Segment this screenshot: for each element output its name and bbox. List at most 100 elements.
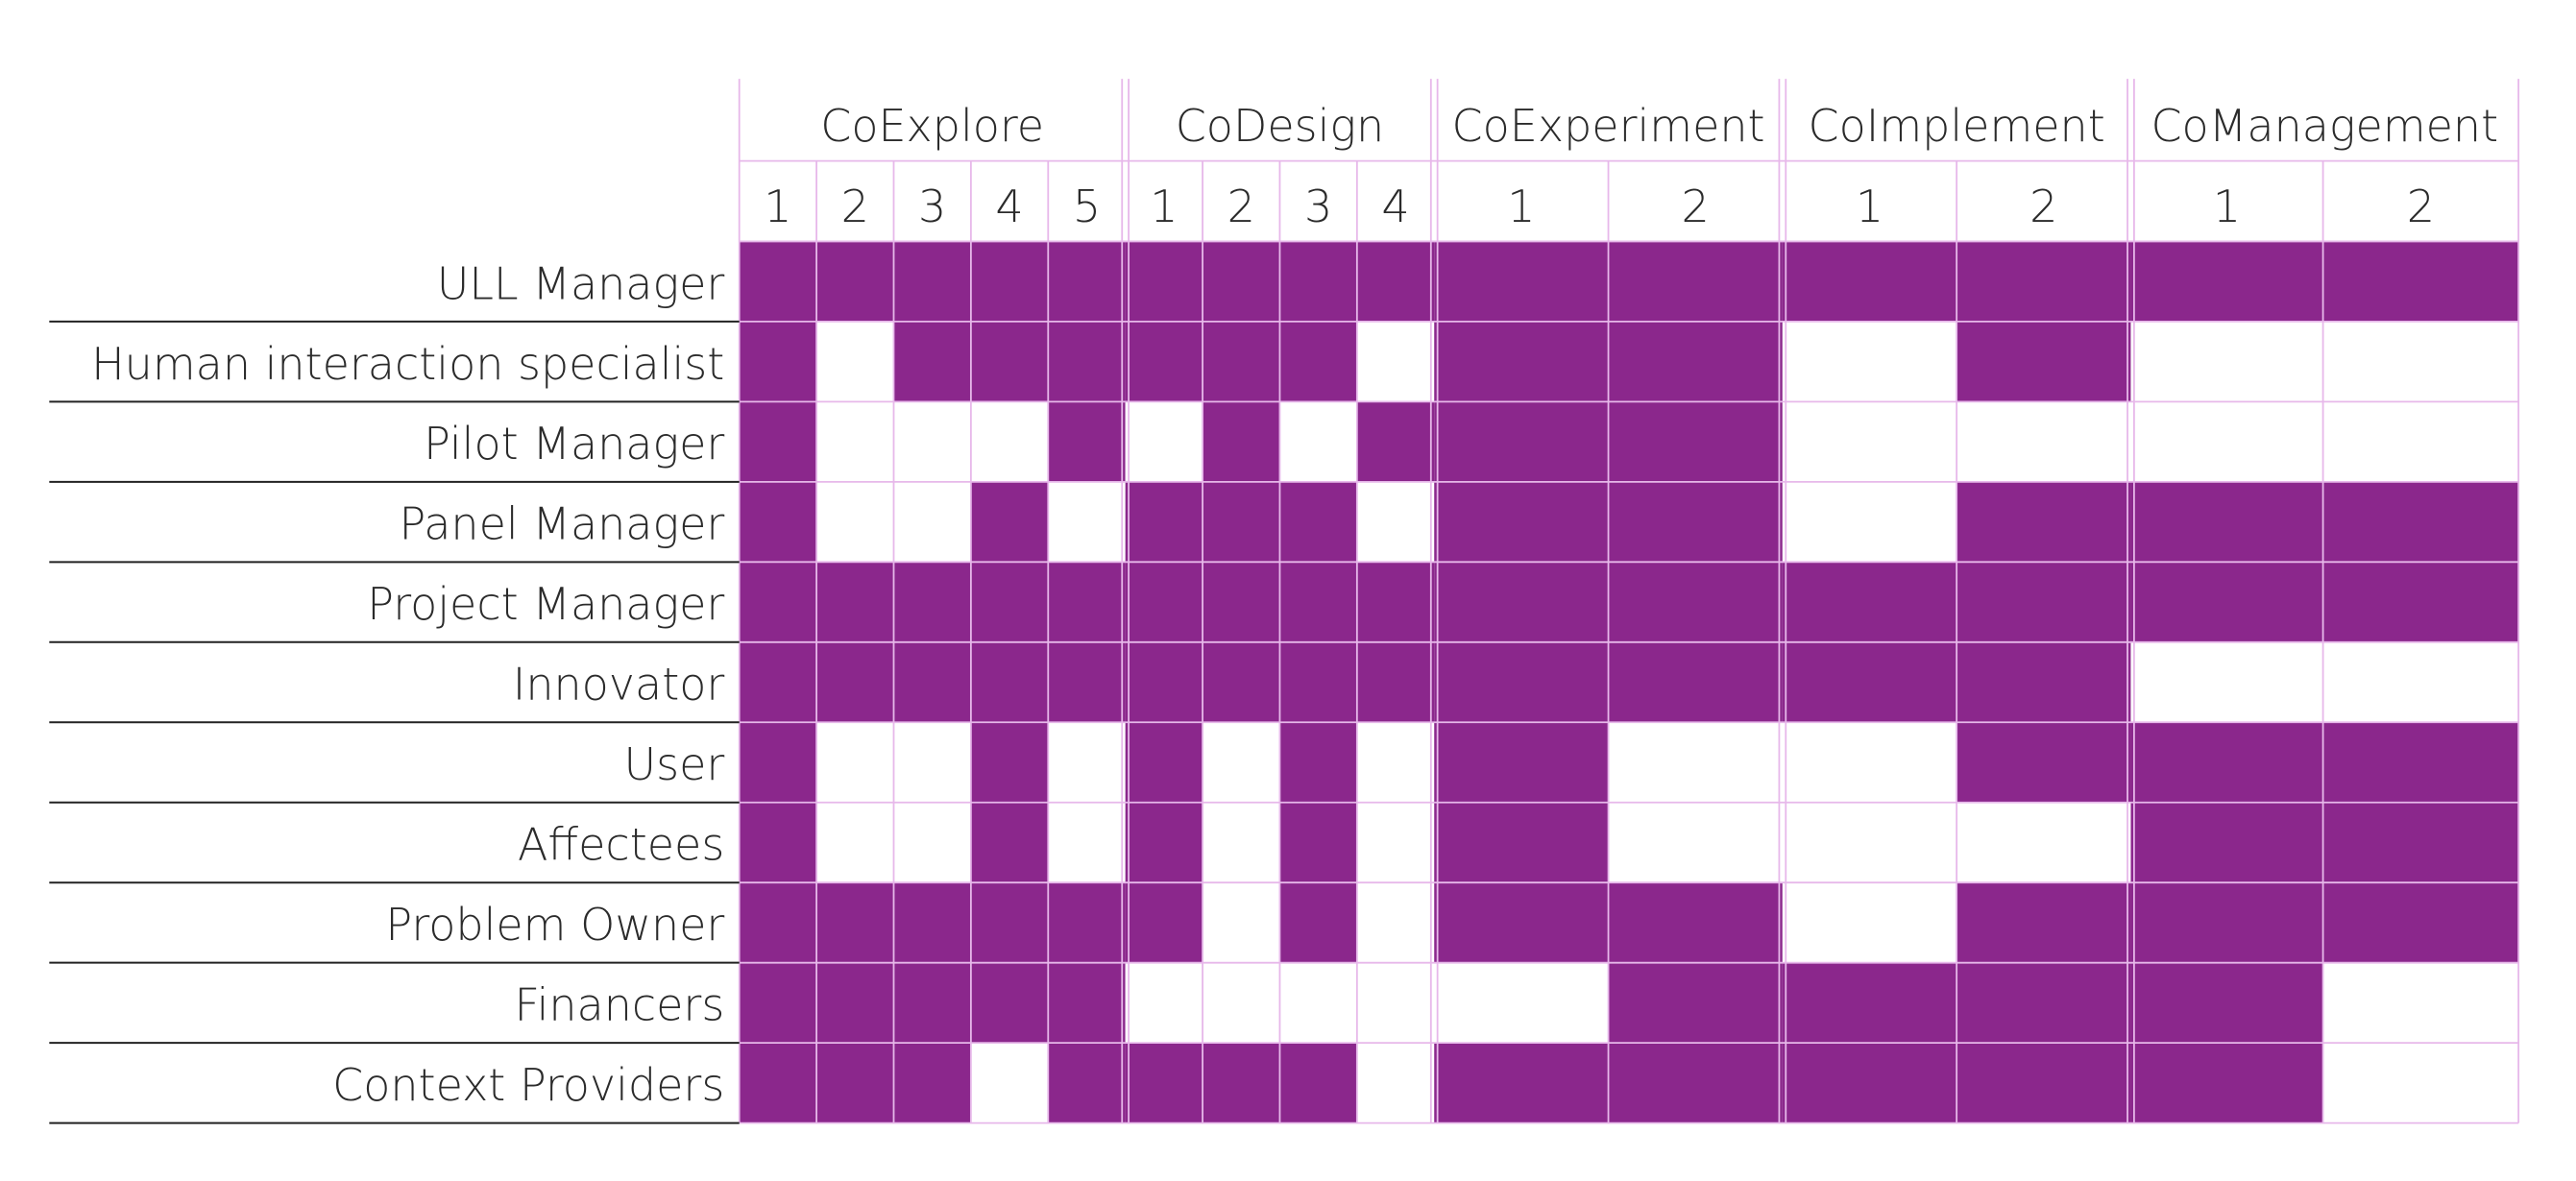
cell-empty — [1608, 802, 1783, 883]
step-header: 2 — [1227, 181, 1255, 232]
cell-filled — [1608, 401, 1783, 482]
step-header: 3 — [918, 181, 946, 232]
matrix-cells — [739, 241, 2519, 1123]
role-label: User — [623, 738, 724, 790]
cell-filled — [970, 241, 1049, 322]
cell-filled — [1434, 722, 1609, 803]
cell-filled — [1125, 882, 1203, 963]
cell-empty — [1356, 722, 1435, 803]
cell-filled — [2130, 722, 2323, 803]
cell-filled — [739, 1043, 817, 1123]
role-label: Innovator — [513, 659, 725, 711]
cell-filled — [970, 722, 1049, 803]
cell-empty — [1356, 1043, 1435, 1123]
cell-filled — [1608, 241, 1783, 322]
cell-filled — [2130, 481, 2323, 563]
cell-filled — [816, 1043, 894, 1123]
cell-empty — [816, 401, 894, 482]
cell-filled — [893, 641, 971, 723]
cell-filled — [816, 241, 894, 322]
cell-empty — [1434, 962, 1609, 1044]
step-header: 5 — [1073, 181, 1101, 232]
cell-empty — [893, 481, 971, 563]
cell-filled — [1356, 401, 1435, 482]
step-header: 2 — [2029, 181, 2057, 232]
role-label: Financers — [514, 979, 724, 1031]
cell-filled — [1203, 641, 1280, 723]
cell-filled — [1956, 562, 2131, 642]
cell-filled — [893, 962, 971, 1044]
cell-filled — [1279, 1043, 1357, 1123]
cell-filled — [1125, 481, 1203, 563]
phase-header: CoExperiment — [1452, 100, 1765, 152]
cell-filled — [1125, 722, 1203, 803]
cell-filled — [1434, 641, 1609, 723]
phase-header: CoImplement — [1809, 100, 2105, 152]
step-header: 1 — [1507, 181, 1535, 232]
cell-empty — [816, 321, 894, 402]
cell-filled — [816, 962, 894, 1044]
cell-filled — [1782, 1043, 1957, 1123]
cell-empty — [816, 722, 894, 803]
phase-header: CoDesign — [1176, 100, 1385, 152]
role-label: Project Manager — [367, 578, 724, 630]
cell-filled — [1125, 802, 1203, 883]
cell-filled — [1203, 401, 1280, 482]
cell-filled — [816, 882, 894, 963]
role-label: ULL Manager — [437, 257, 725, 309]
role-label: Panel Manager — [400, 498, 725, 550]
cell-empty — [816, 802, 894, 883]
cell-empty — [1048, 481, 1126, 563]
cell-empty — [1125, 401, 1203, 482]
cell-filled — [739, 481, 817, 563]
cell-filled — [2322, 882, 2519, 963]
cell-filled — [970, 802, 1049, 883]
cell-filled — [970, 641, 1049, 723]
cell-empty — [1782, 321, 1957, 402]
cell-empty — [893, 802, 971, 883]
cell-empty — [1203, 962, 1280, 1044]
cell-filled — [1956, 962, 2131, 1044]
cell-empty — [2322, 321, 2519, 402]
cell-filled — [1956, 882, 2131, 963]
cell-empty — [1782, 802, 1957, 883]
step-header: 1 — [764, 181, 791, 232]
cell-filled — [970, 481, 1049, 563]
cell-empty — [1356, 481, 1435, 563]
cell-filled — [1782, 641, 1957, 723]
cell-empty — [1356, 802, 1435, 883]
cell-filled — [739, 641, 817, 723]
cell-filled — [1125, 241, 1203, 322]
cell-filled — [1279, 641, 1357, 723]
role-label: Problem Owner — [385, 899, 724, 951]
cell-filled — [893, 241, 971, 322]
cell-empty — [1125, 962, 1203, 1044]
cell-filled — [1356, 562, 1435, 642]
cell-filled — [816, 641, 894, 723]
cell-filled — [1125, 641, 1203, 723]
cell-filled — [1203, 241, 1280, 322]
cell-filled — [1956, 1043, 2131, 1123]
cell-filled — [1434, 401, 1609, 482]
cell-filled — [1203, 321, 1280, 402]
cell-filled — [1956, 641, 2131, 723]
matrix-gridlines — [738, 79, 2520, 1124]
cell-empty — [2130, 321, 2323, 402]
cell-filled — [1956, 481, 2131, 563]
cell-filled — [2130, 802, 2323, 883]
cell-filled — [739, 802, 817, 883]
cell-filled — [970, 882, 1049, 963]
step-header: 1 — [1856, 181, 1883, 232]
cell-filled — [1048, 321, 1126, 402]
cell-filled — [1279, 562, 1357, 642]
cell-empty — [1956, 401, 2131, 482]
cell-filled — [1434, 882, 1609, 963]
cell-empty — [2322, 401, 2519, 482]
cell-filled — [1782, 962, 1957, 1044]
cell-empty — [893, 722, 971, 803]
cell-filled — [1434, 241, 1609, 322]
cell-filled — [1125, 1043, 1203, 1123]
cell-empty — [2322, 962, 2519, 1044]
